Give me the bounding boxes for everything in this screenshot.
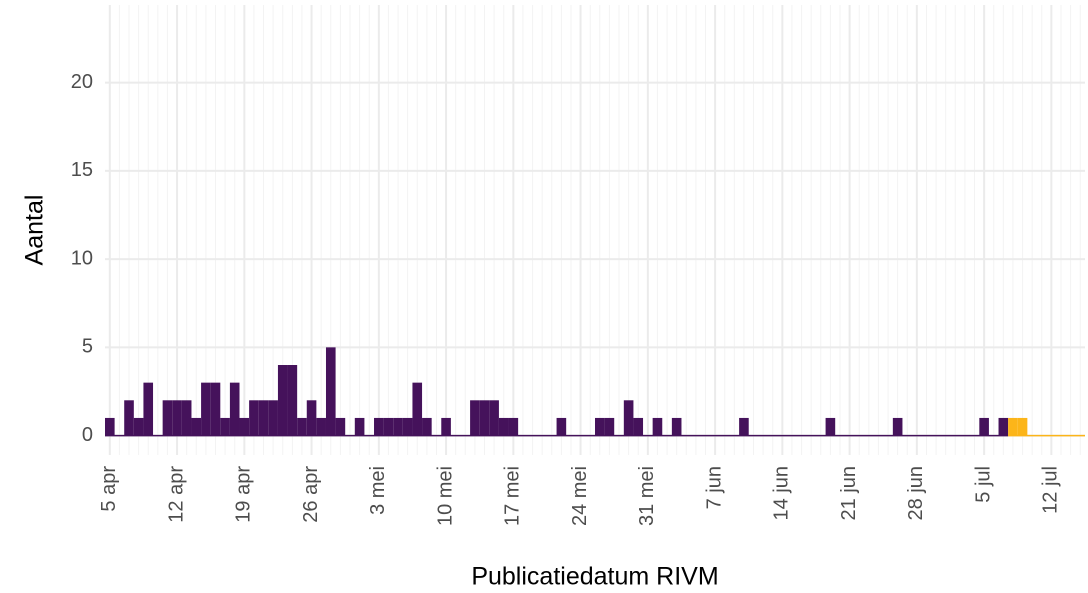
bar: [374, 417, 384, 436]
x-tick-label: 3 mei: [367, 466, 389, 515]
bar: [623, 400, 634, 436]
bar: [210, 382, 221, 436]
grid: [105, 5, 1085, 455]
x-tick-label: 12 jul: [1040, 466, 1062, 514]
bar: [441, 417, 451, 436]
bar: [498, 417, 509, 436]
bar: [287, 365, 298, 436]
x-tick-label: 24 mei: [569, 466, 591, 526]
bar: [998, 417, 1009, 436]
bar: [354, 417, 365, 436]
x-tick-label: 7 jun: [703, 466, 725, 509]
bar: [1017, 417, 1028, 436]
x-tick-label: 21 jun: [838, 466, 860, 521]
bar: [604, 417, 615, 436]
bar: [201, 382, 211, 436]
bar: [162, 400, 173, 436]
bar: [671, 417, 682, 436]
bar: [306, 400, 317, 436]
bars: [105, 347, 1085, 437]
x-tick-label: 28 jun: [905, 466, 927, 521]
bar: [652, 417, 663, 436]
x-tick-label: 26 apr: [300, 466, 322, 523]
y-tick-label: 15: [71, 159, 93, 181]
bar: [229, 382, 240, 436]
bar: [393, 417, 403, 436]
bar: [124, 400, 134, 436]
bar: [268, 400, 278, 436]
bar: [133, 417, 144, 436]
x-tick-label: 5 apr: [98, 466, 120, 512]
x-tick-label: 17 mei: [502, 466, 524, 526]
bar: [739, 417, 749, 436]
bar: [595, 417, 605, 436]
bar: [892, 417, 903, 436]
y-tick-label: 20: [71, 71, 93, 93]
bar: [143, 382, 154, 436]
bar: [335, 417, 346, 436]
y-tick-label: 10: [71, 247, 93, 269]
bar: [191, 417, 202, 436]
bar: [383, 417, 394, 436]
y-tick-label: 0: [82, 424, 93, 446]
bar: [556, 417, 567, 436]
x-tick-label: 31 mei: [636, 466, 658, 526]
bar: [105, 417, 115, 436]
bar: [258, 400, 269, 436]
bar: [249, 400, 259, 436]
bar: [1008, 417, 1018, 436]
bar: [633, 417, 644, 436]
x-tick-label: 12 apr: [165, 466, 187, 523]
bar: [277, 365, 288, 436]
x-tick-label: 10 mei: [434, 466, 456, 526]
bar: [402, 417, 413, 436]
bar: [479, 400, 490, 436]
bar: [422, 417, 432, 436]
y-tick-label: 5: [82, 336, 93, 358]
bar: [172, 400, 182, 436]
bar: [825, 417, 836, 436]
bar: [220, 417, 230, 436]
bar: [508, 417, 519, 436]
x-tick-label: 5 jul: [972, 466, 994, 503]
bar: [316, 417, 326, 436]
bar: [239, 417, 250, 436]
bar: [412, 382, 423, 436]
x-axis-title: Publicatiedatum RIVM: [471, 563, 718, 591]
bar: [489, 400, 499, 436]
x-tick-label: 14 jun: [771, 466, 793, 521]
bar: [979, 417, 989, 436]
bar: [181, 400, 192, 436]
y-axis-title: Aantal: [21, 195, 49, 266]
bar: [297, 417, 307, 436]
x-tick-label: 19 apr: [233, 466, 255, 523]
bar: [325, 347, 336, 436]
bar: [470, 400, 480, 436]
